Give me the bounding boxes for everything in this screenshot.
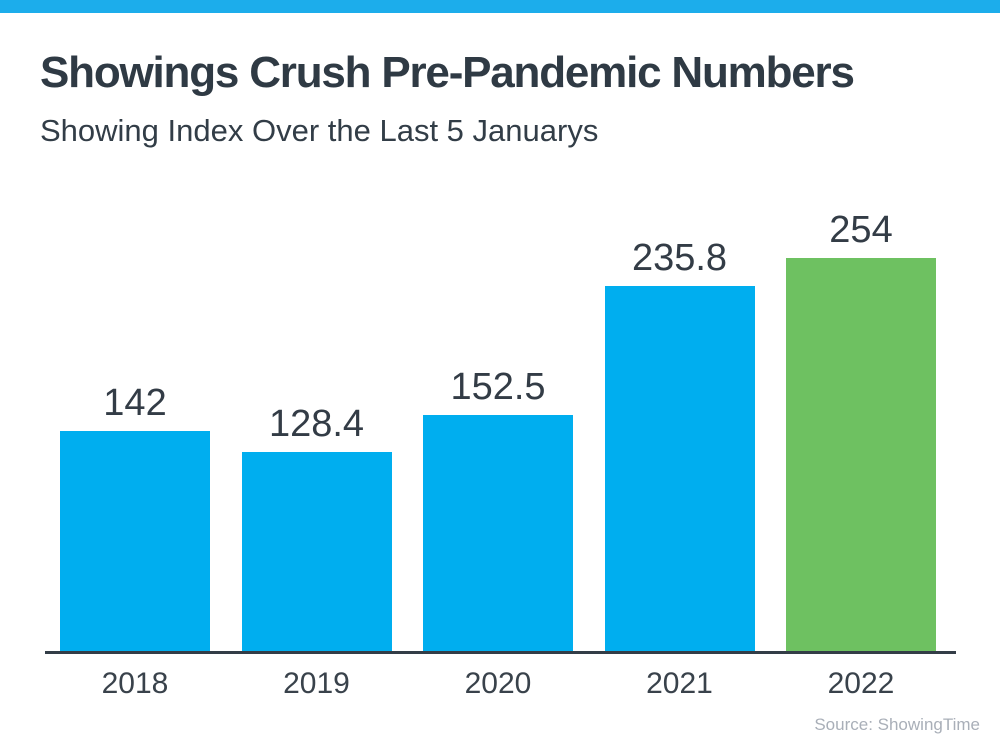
x-axis-label-2020: 2020 bbox=[464, 667, 532, 700]
bar-2019 bbox=[241, 452, 392, 651]
bar-value-label-2019: 128.4 bbox=[268, 403, 365, 446]
x-axis-labels: 2018 2019 2020 2021 2022 bbox=[60, 669, 936, 699]
x-axis-label-2021: 2021 bbox=[646, 667, 713, 700]
bar-2020 bbox=[423, 415, 573, 651]
bar-value-label-2020: 152.5 bbox=[450, 366, 546, 408]
chart-subtitle: Showing Index Over the Last 5 Januarys bbox=[40, 113, 599, 148]
bar-2018 bbox=[60, 431, 210, 651]
source-label: Source: ShowingTime bbox=[814, 715, 980, 734]
bar-2022 bbox=[786, 257, 936, 651]
bar-value-label-2018: 142 bbox=[103, 382, 167, 425]
x-axis-label-2019: 2019 bbox=[283, 667, 350, 700]
plot-area: 142 128.4 152.5 235.8 254 bbox=[60, 196, 936, 651]
bar-slot-2018: 142 bbox=[60, 384, 210, 651]
bar-slot-2019: 128.4 bbox=[241, 405, 392, 651]
top-accent-strip bbox=[0, 0, 1000, 13]
x-axis-label-2022: 2022 bbox=[827, 667, 895, 700]
source-row: Source: ShowingTime bbox=[0, 715, 1000, 735]
bar-slot-2020: 152.5 bbox=[423, 368, 573, 651]
bar-slot-2021: 235.8 bbox=[604, 239, 755, 651]
bar-value-label-2021: 235.8 bbox=[631, 237, 728, 280]
page-title: Showings Crush Pre-Pandemic Numbers bbox=[40, 48, 855, 97]
bar-value-label-2022: 254 bbox=[829, 208, 893, 251]
x-axis-label-2018: 2018 bbox=[101, 667, 169, 700]
x-axis-line bbox=[45, 651, 956, 654]
bar-slot-2022: 254 bbox=[786, 211, 936, 651]
bar-2021 bbox=[604, 286, 755, 651]
